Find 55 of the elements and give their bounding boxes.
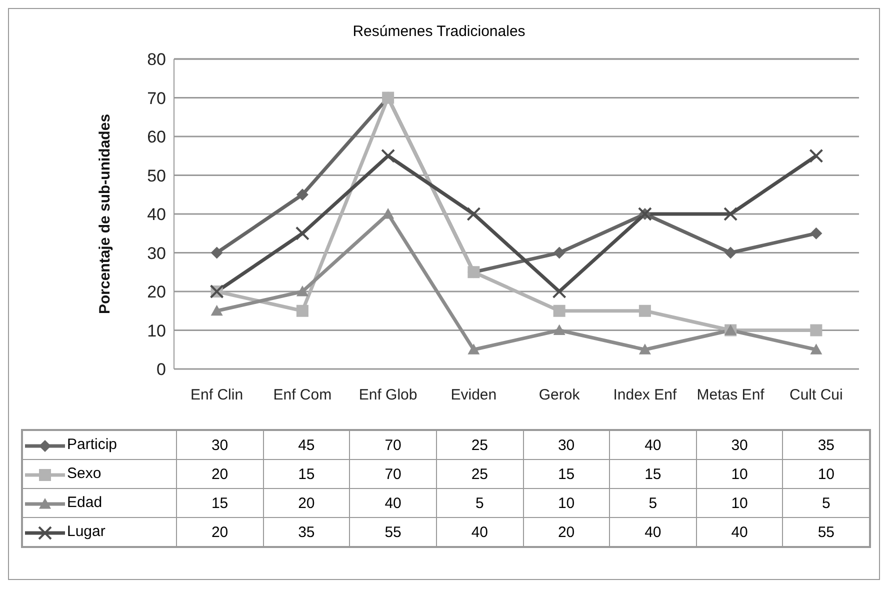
data-label: 10 [523, 488, 610, 518]
y-axis-title: Porcentaje de sub-unidades [96, 114, 114, 314]
chart-title: Resúmenes Tradicionales [352, 23, 526, 40]
data-label: 20 [523, 518, 610, 547]
data-label: 25 [436, 430, 523, 460]
data-label: 20 [176, 460, 264, 488]
data-label: 35 [263, 518, 350, 547]
y-tick-label: 10 [147, 321, 166, 340]
data-label: 5 [436, 488, 523, 518]
x-tick-label: Cult Cui [790, 386, 843, 404]
data-label: 70 [350, 430, 436, 460]
data-label: 10 [782, 460, 870, 488]
y-tick-label: 20 [147, 282, 166, 302]
y-tick-label: 40 [147, 205, 166, 224]
legend-label: Lugar [67, 523, 106, 540]
data-label: 45 [263, 430, 350, 460]
data-label: 30 [176, 430, 264, 460]
data-label: 15 [263, 460, 350, 488]
data-label: 15 [610, 460, 696, 488]
legend-label: Edad [67, 494, 102, 512]
x-tick-label: Metas Enf [696, 386, 766, 404]
data-label: 10 [696, 460, 783, 488]
data-label: 15 [523, 460, 610, 488]
y-tick-label: 50 [147, 166, 166, 186]
y-tick-label: 0 [156, 360, 166, 380]
data-label: 40 [350, 488, 436, 518]
data-label: 5 [782, 488, 870, 518]
data-label: 5 [610, 488, 696, 518]
data-label: 15 [176, 488, 264, 518]
y-tick-label: 80 [147, 50, 166, 70]
x-tick-label: Eviden [450, 386, 497, 404]
legend-label: Sexo [67, 465, 102, 482]
data-label: 55 [350, 518, 436, 547]
x-tick-label: Index Enf [613, 386, 678, 404]
data-label: 35 [782, 430, 870, 460]
data-label: 30 [523, 430, 610, 460]
x-tick-label: Enf Com [273, 386, 332, 404]
data-label: 70 [350, 460, 436, 488]
data-label: 40 [610, 518, 696, 547]
data-label: 20 [176, 518, 264, 547]
data-label: 30 [696, 430, 783, 460]
x-tick-label: Enf Glob [358, 386, 418, 404]
x-tick-label: Enf Clin [190, 386, 244, 404]
data-label: 20 [263, 488, 350, 518]
y-tick-label: 70 [147, 88, 166, 108]
data-label: 55 [782, 518, 870, 547]
legend-label: Particip [67, 436, 118, 454]
x-tick-label: Gerok [538, 386, 580, 404]
y-tick-label: 30 [147, 244, 166, 263]
data-label: 40 [436, 518, 523, 547]
data-label: 40 [610, 430, 696, 460]
data-label: 10 [696, 488, 783, 518]
data-label: 40 [696, 518, 783, 547]
data-label: 25 [436, 460, 523, 488]
y-tick-label: 60 [147, 128, 166, 147]
